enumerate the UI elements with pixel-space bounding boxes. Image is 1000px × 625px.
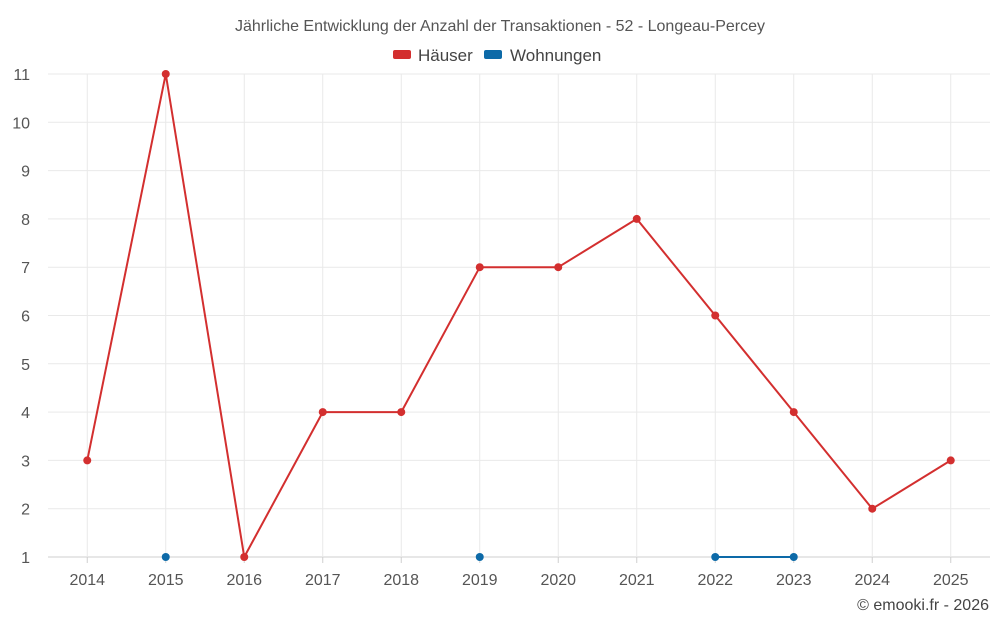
x-tick-label: 2022 <box>697 572 733 589</box>
x-tick-label: 2015 <box>148 572 184 589</box>
data-point-haeuser-2024[interactable] <box>868 504 877 513</box>
legend-item-wohnungen[interactable]: Wohnungen <box>484 46 601 65</box>
x-tick-label: 2018 <box>383 572 419 589</box>
data-point-haeuser-2015[interactable] <box>161 70 170 78</box>
series-layer <box>83 70 955 561</box>
x-tick-label: 2024 <box>854 572 890 589</box>
legend-label-haeuser: Häuser <box>418 46 473 65</box>
legend-swatch-wohnungen <box>484 50 502 59</box>
series-line-haeuser <box>86 73 952 558</box>
data-point-haeuser-2023[interactable] <box>789 408 798 417</box>
legend: Häuser Wohnungen <box>393 46 601 65</box>
chart-title: Jährliche Entwicklung der Anzahl der Tra… <box>235 18 765 35</box>
y-tick-label: 7 <box>21 260 30 277</box>
data-point-wohnungen-2015[interactable] <box>161 553 170 561</box>
x-tick-label: 2019 <box>462 572 498 589</box>
data-point-haeuser-2018[interactable] <box>397 408 406 417</box>
grid <box>48 73 990 558</box>
x-tick-label: 2020 <box>540 572 576 589</box>
data-point-haeuser-2014[interactable] <box>83 456 92 465</box>
data-point-wohnungen-2022[interactable] <box>711 553 720 561</box>
x-axis: 2014 2015 2016 2017 2018 2019 2020 2021 2022 2023… <box>69 557 969 589</box>
y-tick-label: 3 <box>21 453 30 470</box>
legend-item-haeuser[interactable]: Häuser <box>393 46 473 65</box>
data-point-wohnungen-2023[interactable] <box>789 553 798 561</box>
y-tick-label: 5 <box>21 357 30 374</box>
x-tick-label: 2017 <box>305 572 341 589</box>
x-tick-label: 2023 <box>776 572 812 589</box>
x-tick-label: 2014 <box>69 572 105 589</box>
y-axis: 1 2 3 4 5 6 7 8 9 10 11 <box>12 67 30 567</box>
data-point-haeuser-2017[interactable] <box>318 408 327 417</box>
data-point-haeuser-2019[interactable] <box>475 263 484 272</box>
x-tick-label: 2016 <box>226 572 262 589</box>
data-point-haeuser-2016[interactable] <box>240 553 249 561</box>
x-tick-label: 2025 <box>933 572 969 589</box>
y-tick-label: 9 <box>21 164 30 181</box>
y-tick-label: 1 <box>21 550 30 567</box>
data-point-haeuser-2020[interactable] <box>554 263 563 272</box>
legend-swatch-haeuser <box>393 50 411 59</box>
data-point-haeuser-2021[interactable] <box>632 214 641 223</box>
y-tick-label: 10 <box>12 115 30 132</box>
y-tick-label: 11 <box>13 67 30 84</box>
data-point-wohnungen-2019[interactable] <box>475 553 484 561</box>
y-tick-label: 2 <box>21 502 30 519</box>
x-tick-label: 2021 <box>619 572 655 589</box>
data-point-haeuser-2025[interactable] <box>946 456 955 465</box>
legend-label-wohnungen: Wohnungen <box>510 46 601 65</box>
credit-text: © emooki.fr - 2026 <box>857 597 989 614</box>
data-point-haeuser-2022[interactable] <box>711 311 720 320</box>
y-tick-label: 6 <box>21 309 30 326</box>
y-tick-label: 8 <box>21 212 30 229</box>
y-tick-label: 4 <box>21 405 30 422</box>
